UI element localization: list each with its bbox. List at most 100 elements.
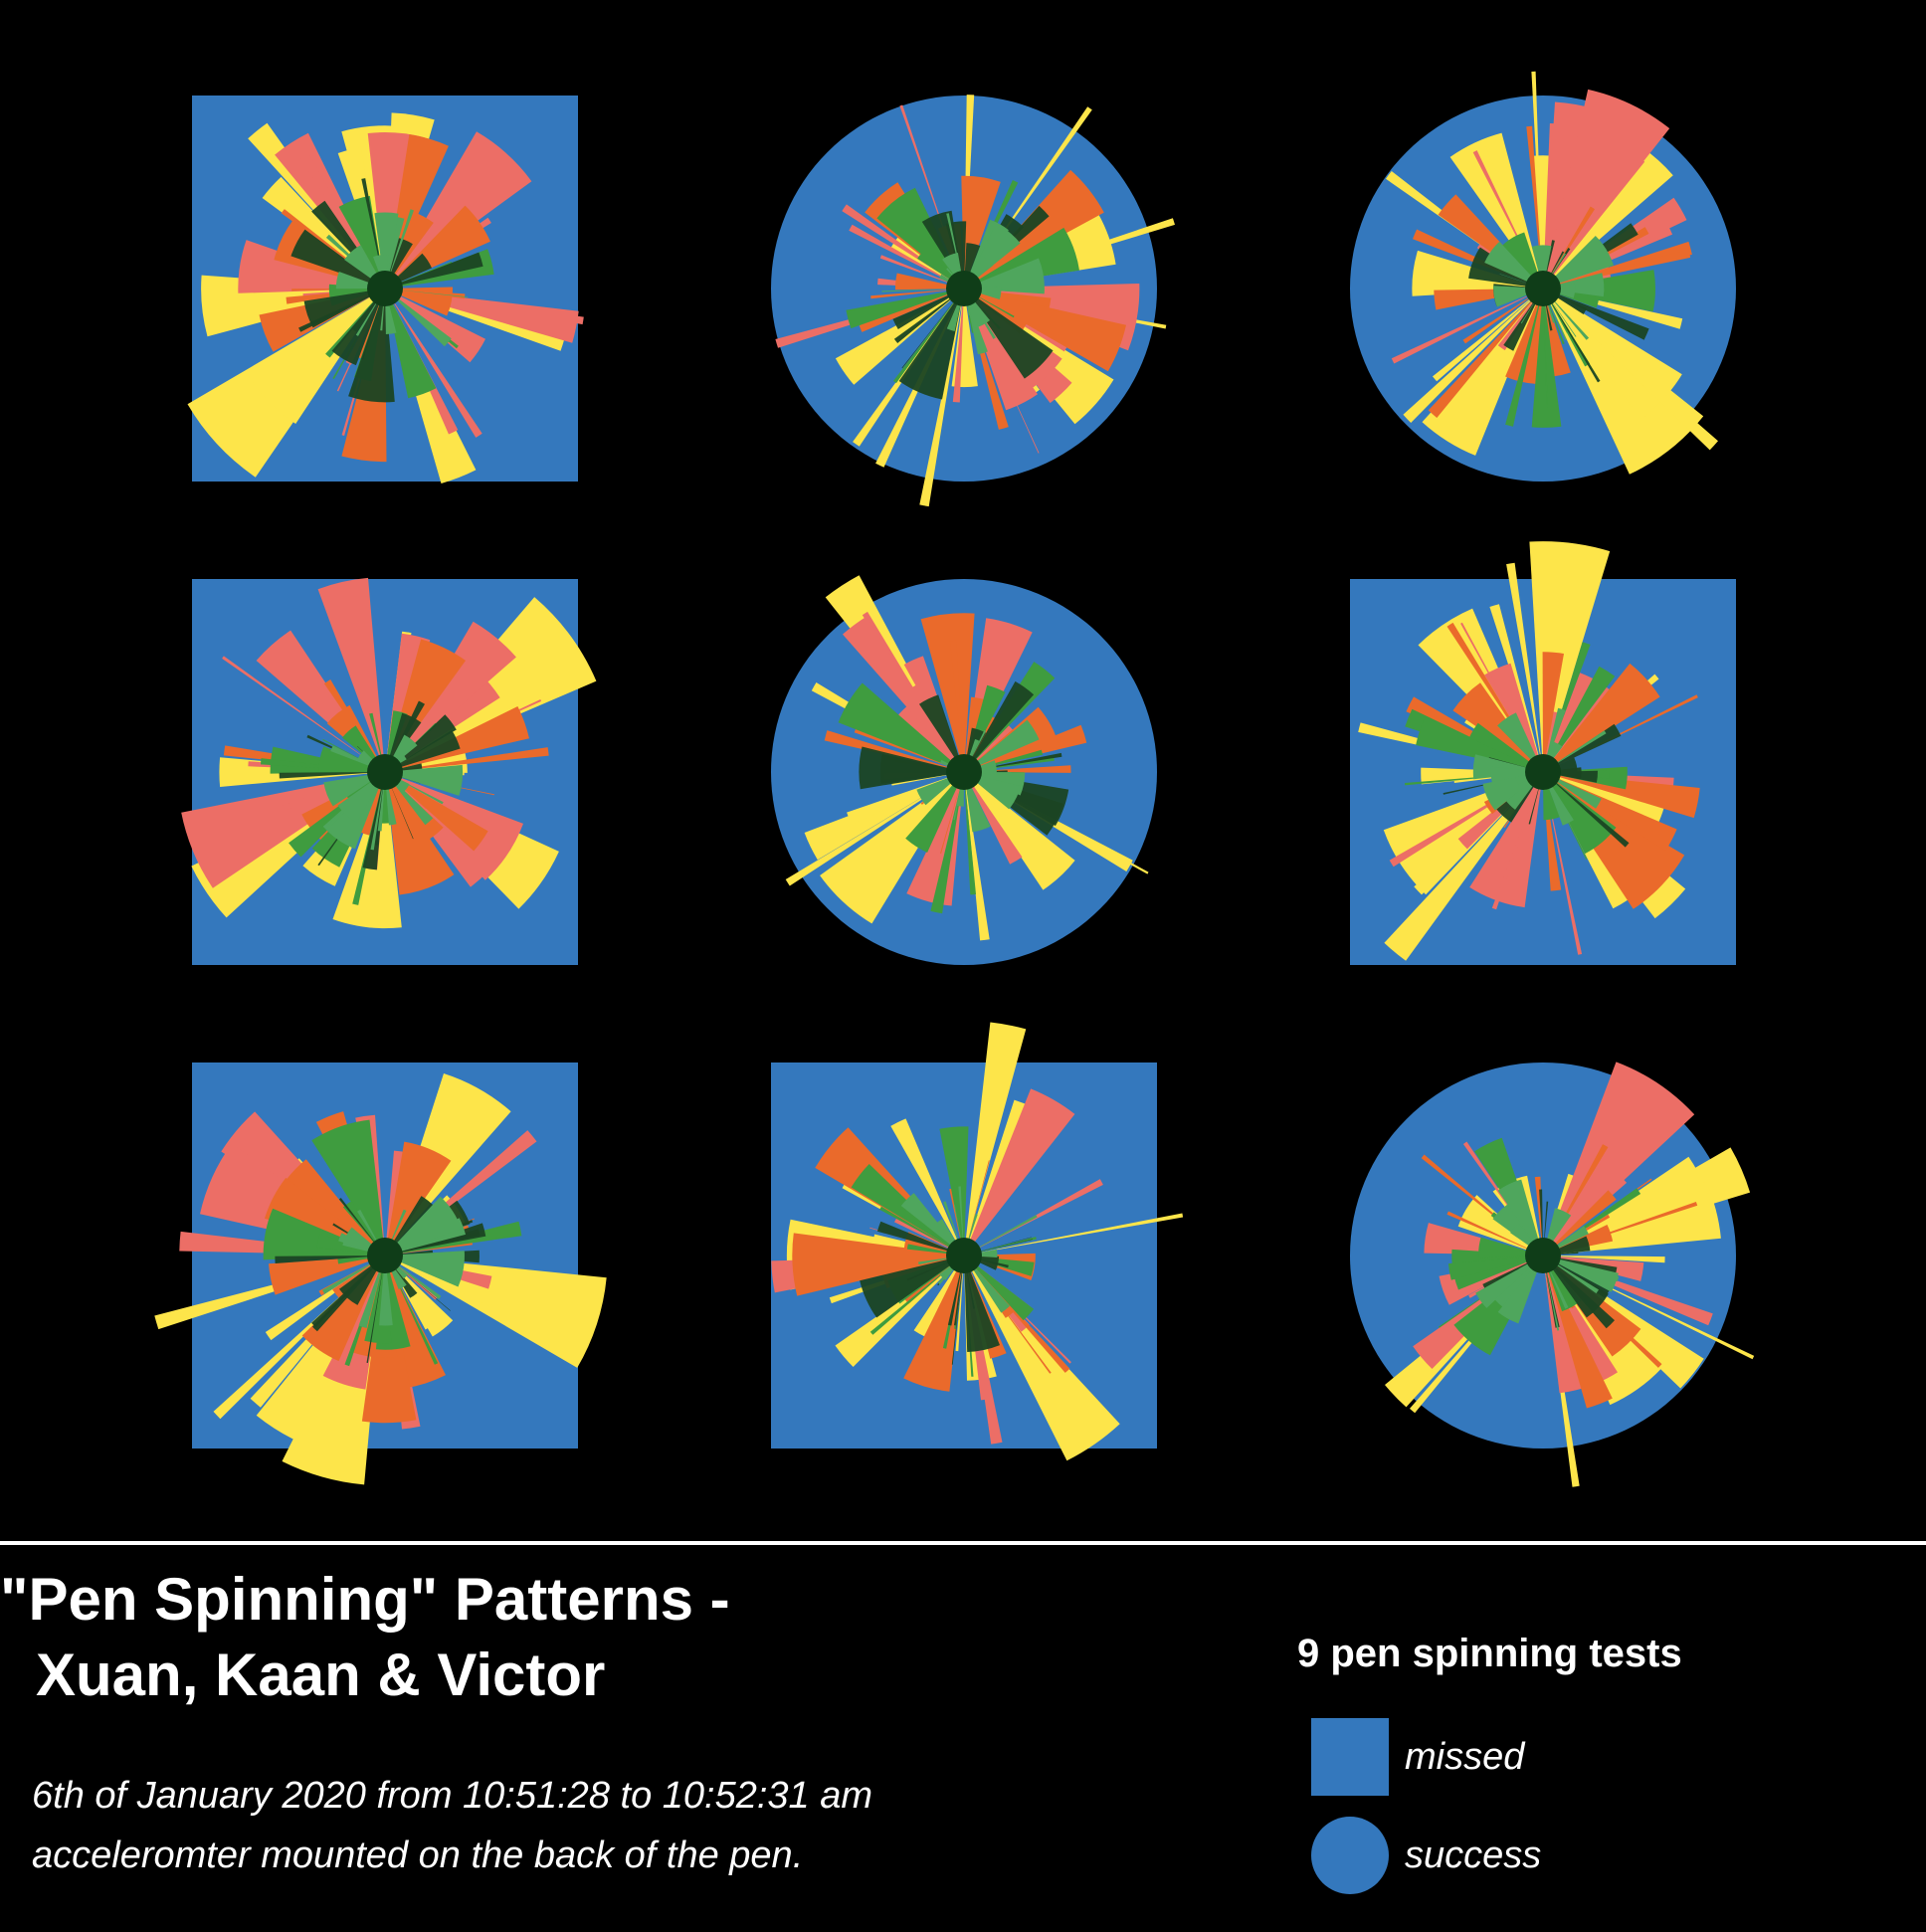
spin-wedge — [1543, 1256, 1665, 1263]
spin-wedge — [964, 772, 976, 895]
spin-wedge — [385, 1256, 607, 1368]
spin-wedge — [964, 772, 1021, 835]
spin-wedge — [1439, 1256, 1543, 1305]
spin-wedge — [1497, 1179, 1543, 1256]
spin-wedge — [1543, 1256, 1619, 1292]
spin-wedge — [964, 1237, 1037, 1256]
spin-wedge — [338, 195, 385, 289]
spin-wedge — [1543, 1166, 1628, 1256]
spin-wedge — [385, 289, 452, 347]
spin-wedge — [1491, 772, 1543, 910]
spin-wedge — [964, 772, 1023, 865]
spin-wedge — [785, 772, 964, 886]
spin-wedge — [1462, 289, 1543, 344]
spin-wedge — [856, 289, 964, 332]
spin-wedge — [370, 772, 385, 851]
spin-wedge — [881, 289, 964, 292]
spin-wedge — [891, 772, 964, 786]
pivot-hub — [367, 754, 403, 790]
test-glyph-2 — [771, 95, 1175, 507]
pivot-hub — [367, 1238, 403, 1273]
spin-wedge — [385, 1196, 462, 1256]
spin-wedge — [870, 289, 964, 299]
spin-wedge — [849, 224, 964, 289]
spin-wedge — [1542, 652, 1564, 772]
legend-item-missed: missed — [1311, 1718, 1524, 1796]
test-glyph-4 — [181, 577, 597, 965]
spin-wedge — [879, 255, 964, 289]
spin-wedge — [385, 262, 454, 289]
spin-wedge — [824, 730, 964, 772]
spin-wedge — [964, 1160, 990, 1256]
spin-wedge — [385, 772, 455, 895]
spin-wedge — [1543, 289, 1718, 451]
spin-wedge — [1543, 1256, 1560, 1328]
legend-label-success: success — [1405, 1834, 1542, 1876]
spin-wedge — [964, 1256, 1000, 1352]
spin-wedge — [1497, 289, 1543, 351]
spin-wedge — [964, 1256, 1007, 1359]
spin-wedge — [964, 1215, 1038, 1256]
legend-label-missed: missed — [1405, 1735, 1525, 1778]
spin-wedge — [853, 289, 964, 447]
spin-wedge — [290, 229, 385, 289]
spin-wedge — [1543, 772, 1630, 848]
spin-wedge — [879, 754, 964, 784]
spin-wedge — [1517, 289, 1543, 360]
spin-wedge — [385, 212, 434, 289]
spin-wedge — [952, 289, 964, 403]
spin-wedge — [331, 289, 385, 366]
spin-wedge — [903, 1256, 964, 1392]
legend-title: 9 pen spinning tests — [1297, 1632, 1682, 1675]
spin-wedge — [279, 772, 385, 779]
spin-wedge — [1543, 1190, 1617, 1256]
spin-wedge — [385, 1141, 452, 1256]
subtitle: 6th of January 2020 from 10:51:28 to 10:… — [32, 1766, 872, 1885]
spin-wedge — [1469, 772, 1543, 908]
test-glyph-9 — [1350, 1062, 1755, 1487]
spin-wedge — [955, 1256, 964, 1352]
spin-wedge — [964, 258, 1045, 294]
pivot-hub — [1525, 271, 1561, 306]
spin-wedge — [1506, 562, 1543, 772]
spin-wedge — [385, 1251, 465, 1287]
spin-wedge — [1403, 289, 1543, 423]
spin-wedge — [1497, 1256, 1543, 1324]
spin-wedge — [1543, 730, 1607, 772]
spin-wedge — [385, 1256, 507, 1311]
spin-wedge — [366, 1256, 385, 1363]
spin-wedge — [964, 1213, 1184, 1256]
spin-wedge — [1543, 289, 1601, 383]
spin-wedge — [876, 187, 964, 289]
spin-wedge — [322, 1256, 385, 1294]
spin-wedge — [385, 1196, 435, 1256]
pivot-hub — [1525, 754, 1561, 790]
spin-wedge — [1543, 663, 1660, 772]
spin-wedge — [846, 289, 964, 329]
spin-wedge — [1484, 241, 1543, 289]
spin-wedge — [964, 1256, 1035, 1321]
spin-wedge — [385, 289, 437, 399]
spin-wedge — [876, 1221, 964, 1256]
spin-wedge — [1543, 289, 1649, 340]
spin-wedge — [1543, 236, 1614, 289]
spin-wedge — [1531, 245, 1552, 289]
spin-wedge — [1416, 716, 1543, 772]
spin-wedge — [385, 729, 461, 772]
spin-wedge — [1543, 144, 1673, 289]
spin-wedge — [269, 1256, 385, 1295]
spin-wedge — [358, 1256, 385, 1328]
spin-wedge — [222, 656, 385, 772]
spin-wedge — [1505, 289, 1543, 385]
spin-wedge — [385, 621, 516, 772]
spin-wedge — [964, 227, 1079, 289]
spin-wedge — [1543, 767, 1582, 780]
spin-wedge — [352, 772, 385, 905]
spin-wedge — [1452, 682, 1543, 772]
test-glyph-1 — [187, 96, 584, 483]
spin-wedge — [385, 131, 532, 289]
spin-wedge — [913, 1256, 964, 1342]
spin-wedge — [1447, 1256, 1543, 1280]
spin-wedge — [946, 213, 964, 289]
title-line-2: Xuan, Kaan & Victor — [36, 1642, 606, 1708]
